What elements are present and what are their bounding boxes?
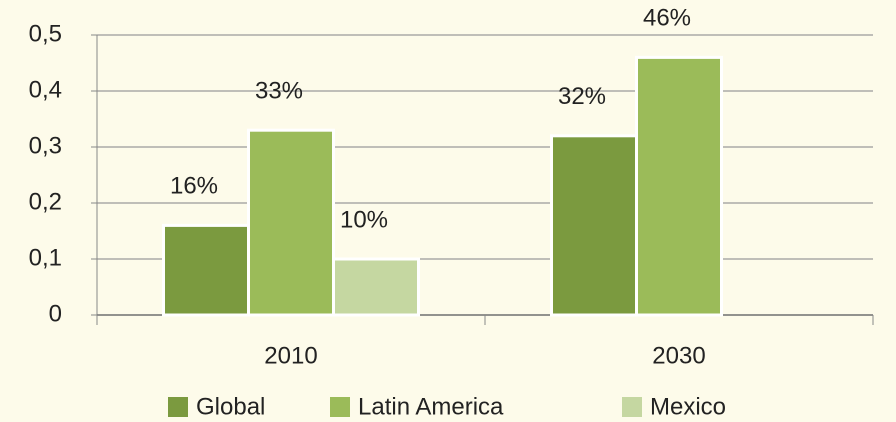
bar — [635, 55, 723, 317]
data-label: 46% — [643, 5, 691, 32]
x-tick-label: 2010 — [264, 342, 317, 369]
x-tick-label: 2030 — [652, 342, 705, 369]
data-label: 32% — [558, 83, 606, 110]
bar — [332, 257, 420, 317]
bar — [550, 134, 638, 317]
y-tick-label: 0,5 — [29, 20, 62, 47]
y-tick-label: 0 — [49, 300, 62, 327]
legend-label: Global — [196, 393, 265, 420]
data-label: 33% — [255, 78, 303, 105]
legend-label: Mexico — [650, 393, 726, 420]
y-tick-label: 0,1 — [29, 244, 62, 271]
legend-swatch — [330, 397, 350, 417]
bar — [247, 128, 335, 317]
y-tick-label: 0,3 — [29, 132, 62, 159]
y-tick-label: 0,2 — [29, 188, 62, 215]
bar — [162, 223, 250, 317]
legend-swatch — [168, 397, 188, 417]
y-tick-label: 0,4 — [29, 76, 62, 103]
data-label: 16% — [170, 173, 218, 200]
legend-label: Latin America — [358, 393, 504, 420]
legend-swatch — [622, 397, 642, 417]
data-label: 10% — [340, 206, 388, 233]
